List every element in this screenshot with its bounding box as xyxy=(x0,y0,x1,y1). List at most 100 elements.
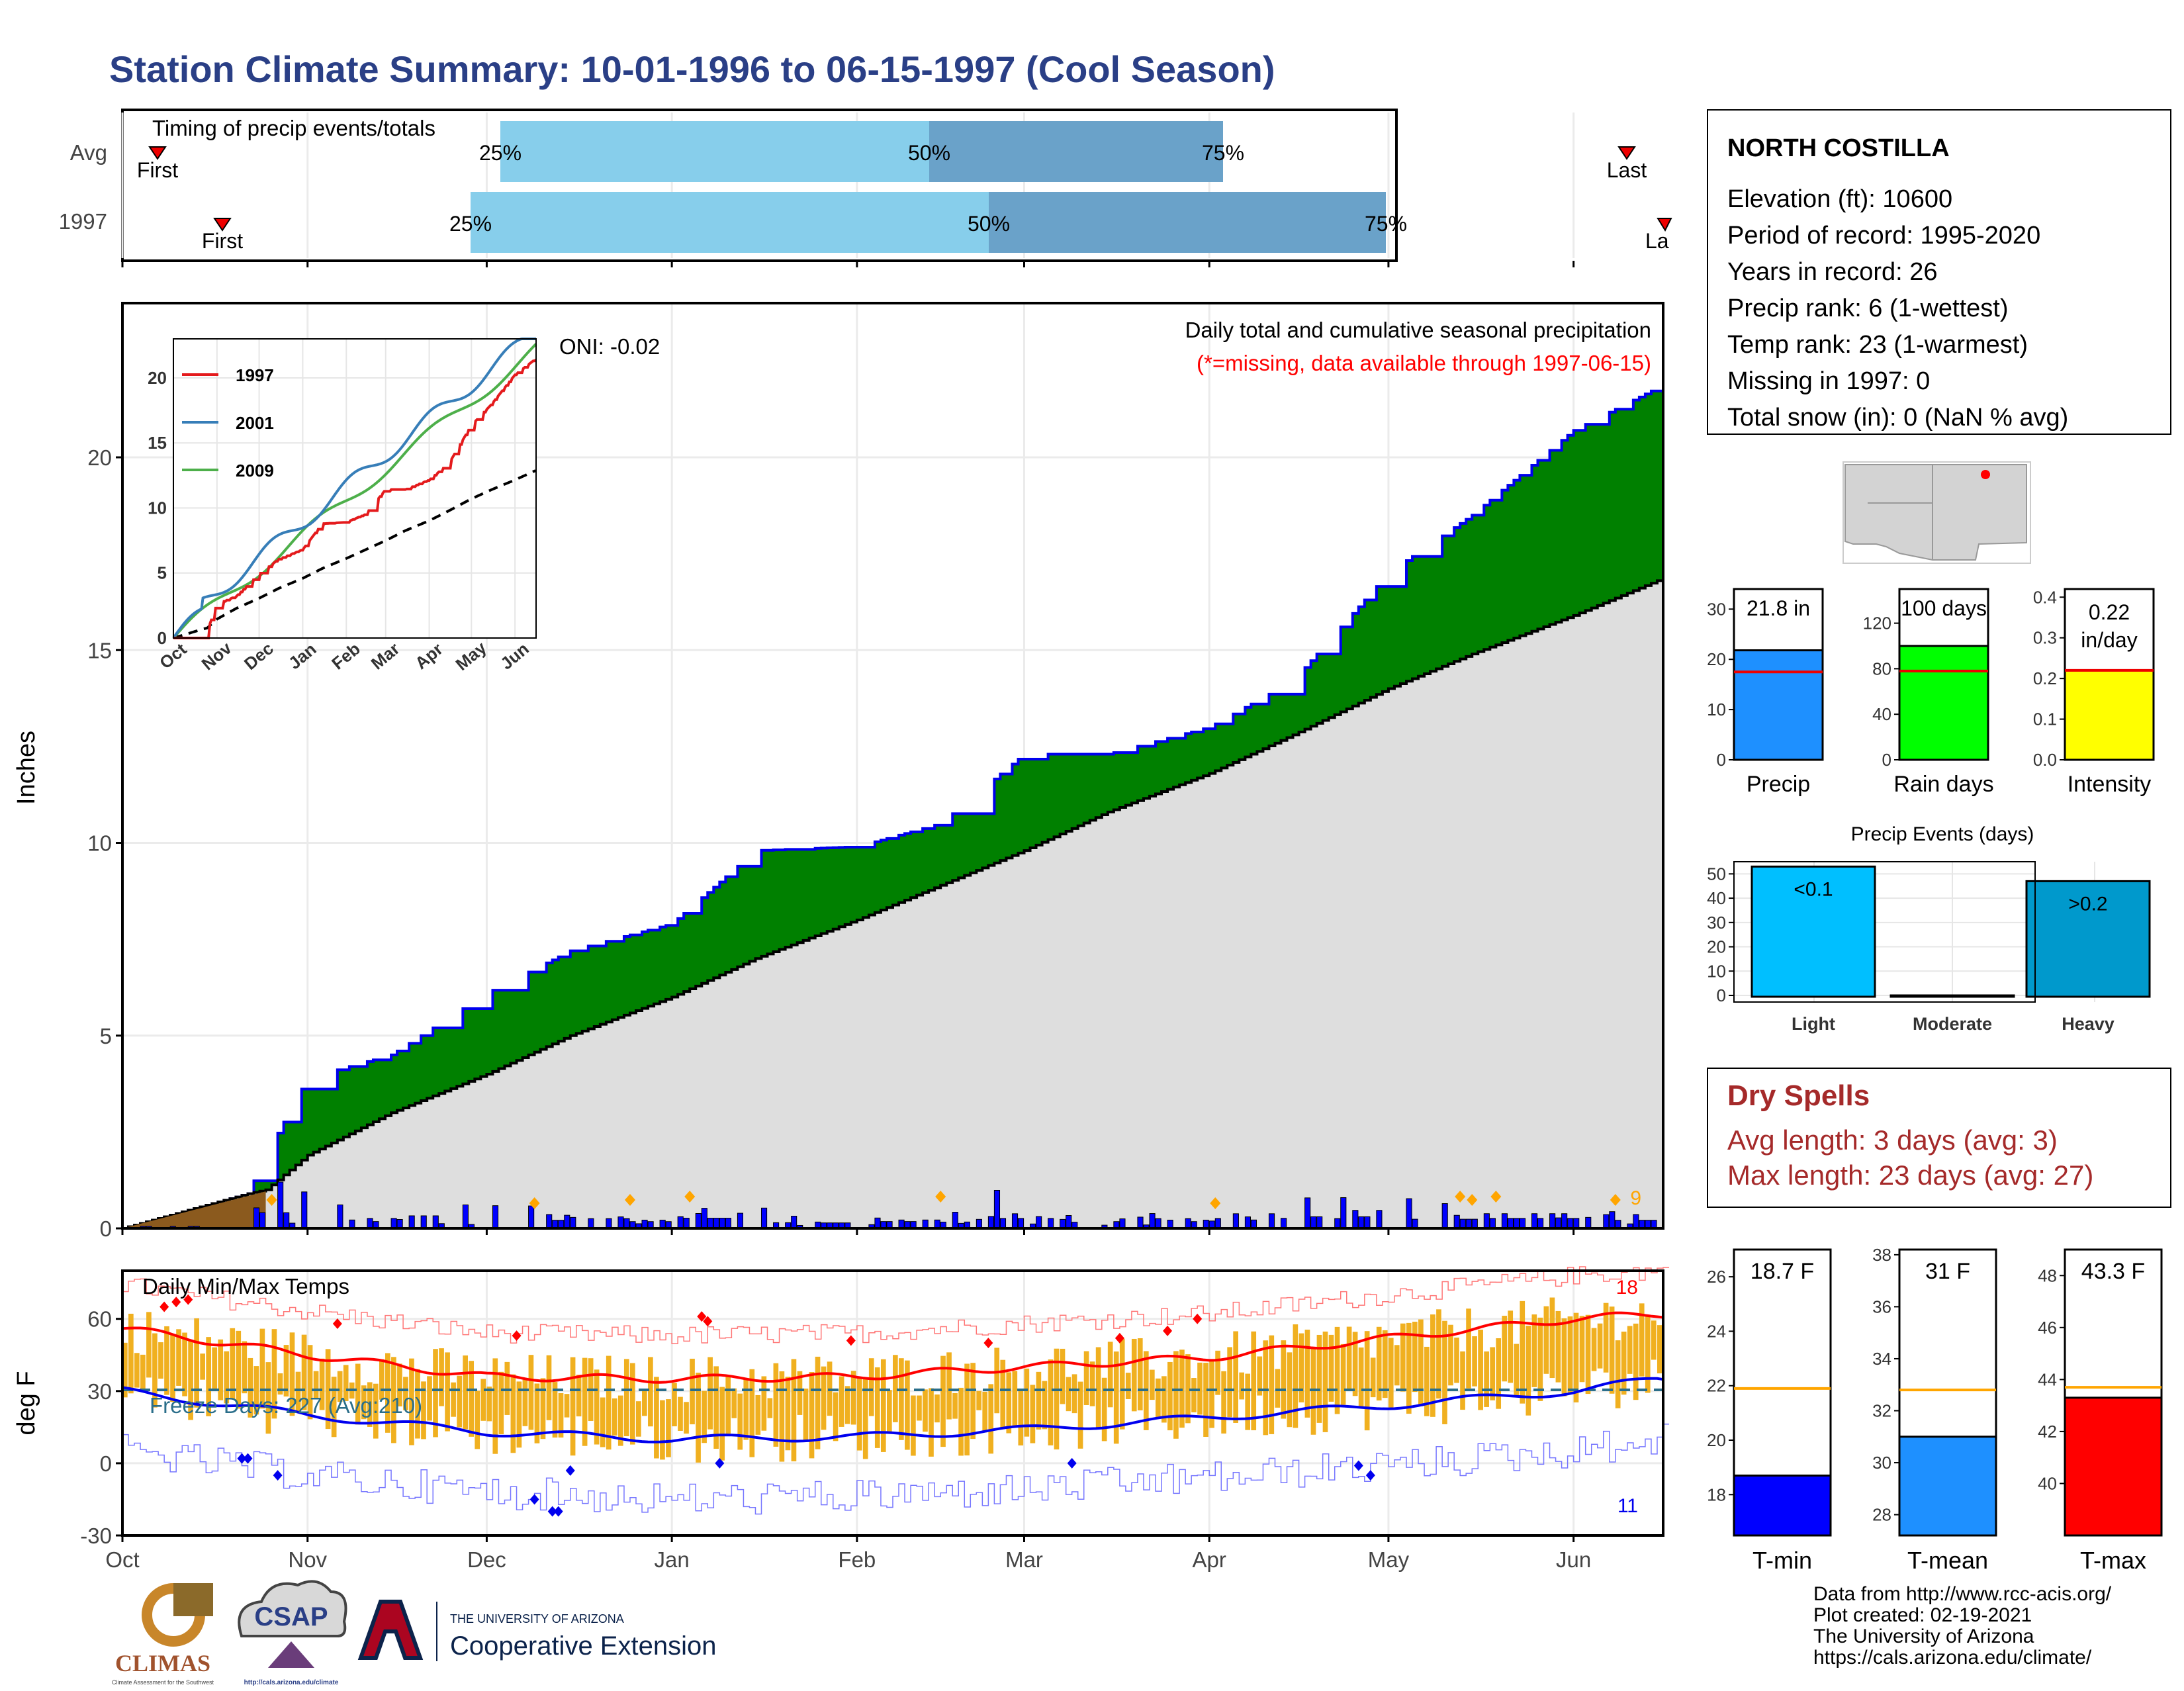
daily-temp-bar xyxy=(1364,1331,1370,1431)
missing-note: (*=missing, data available through 1997-… xyxy=(1197,351,1651,375)
daily-temp-bar xyxy=(940,1355,946,1447)
station-missing: Missing in 1997: 0 xyxy=(1727,367,1930,395)
daily-temp-bar xyxy=(1394,1345,1400,1386)
daily-temp-bar xyxy=(582,1357,588,1446)
avg-50-75-bar xyxy=(929,121,1223,182)
timing-panel: Timing of precip events/totals Avg 1997 … xyxy=(59,109,1672,267)
daily-temp-bar xyxy=(1239,1372,1245,1400)
dry-spells-box: Dry Spells Avg length: 3 days (avg: 3) M… xyxy=(1707,1068,2171,1208)
temp-summary-bar xyxy=(1898,1436,1997,1537)
daily-temp-bar xyxy=(295,1371,301,1412)
month-label-feb: Feb xyxy=(838,1547,876,1572)
daily-temp-bar xyxy=(862,1378,868,1459)
inset-avg-line xyxy=(173,469,536,639)
daily-temp-bar xyxy=(1245,1373,1251,1430)
y1997-last-marker-icon xyxy=(1657,218,1672,232)
daily-temp-bar xyxy=(623,1359,629,1437)
daily-precip-bar xyxy=(760,1207,768,1229)
daily-precip-bar xyxy=(1555,1217,1562,1229)
daily-temp-bar xyxy=(617,1395,623,1446)
daily-temp-bar xyxy=(1484,1351,1489,1407)
avg-25-50-bar xyxy=(500,121,929,182)
daily-temp-bar xyxy=(534,1383,540,1443)
timing-title: Timing of precip events/totals xyxy=(152,116,435,140)
station-temp-rank: Temp rank: 23 (1-warmest) xyxy=(1727,331,2028,359)
daily-temp-bar xyxy=(844,1386,850,1424)
daily-precip-bar xyxy=(1489,1218,1496,1229)
events-ticks: 0 10 20 30 40 50 Light Moderate Heavy xyxy=(1707,864,2115,1034)
daily-precip-bar xyxy=(1214,1218,1221,1229)
record-high-count: 18 xyxy=(1616,1277,1638,1299)
record-low-diamond-icon xyxy=(243,1453,253,1464)
daily-temp-bar xyxy=(690,1358,695,1425)
summary-tick-label: 30 xyxy=(1707,599,1726,619)
daily-precip-bar xyxy=(999,1218,1007,1229)
avg-q75-label: 75% xyxy=(1202,141,1244,165)
daily-temp-bar xyxy=(1042,1381,1048,1430)
daily-temp-bar xyxy=(1442,1320,1447,1424)
daily-temp-bar xyxy=(731,1388,737,1418)
daily-precip-bar xyxy=(1119,1218,1126,1229)
summary-tick-label: 10 xyxy=(1707,700,1726,719)
summary-value-line2: in/day xyxy=(2081,628,2137,652)
daily-precip-bar xyxy=(1519,1218,1526,1229)
precip-y-axis-label: Inches xyxy=(13,731,40,805)
inset-ytick-label-10: 10 xyxy=(148,498,167,518)
daily-temp-bar xyxy=(1585,1314,1591,1394)
daily-temp-bar xyxy=(343,1365,349,1401)
daily-temp-bar xyxy=(277,1373,283,1395)
summary-label: Intensity xyxy=(2068,772,2152,797)
summary-value-line1: 0.22 xyxy=(2089,600,2130,624)
daily-precip-bar xyxy=(1507,1218,1514,1229)
daily-temp-bar xyxy=(1472,1336,1477,1387)
inset-line-2001 xyxy=(172,338,536,639)
snow-count-label: 9 xyxy=(1630,1187,1641,1209)
daily-temp-bar xyxy=(1107,1342,1113,1408)
record-low-diamond-icon xyxy=(1365,1470,1375,1481)
daily-temp-bar xyxy=(899,1358,904,1440)
y1997-first-label: First xyxy=(202,229,243,253)
temp-ytick-label-60: 60 xyxy=(87,1307,112,1332)
daily-temp-bar xyxy=(1269,1335,1275,1434)
daily-temp-bar xyxy=(206,1337,211,1416)
daily-temp-bar xyxy=(1281,1340,1287,1419)
temp-summary-tick-label: 20 xyxy=(1707,1430,1726,1450)
climas-subtitle: Climate Assessment for the Southwest xyxy=(112,1679,214,1686)
daily-temp-bar xyxy=(1287,1352,1293,1428)
daily-precip-bar xyxy=(528,1205,535,1229)
daily-temp-bar xyxy=(570,1357,576,1456)
daily-temp-bar xyxy=(1209,1361,1214,1428)
record-high-diamond-icon xyxy=(171,1297,181,1308)
daily-temp-bar xyxy=(1095,1347,1101,1428)
daily-temp-bar xyxy=(773,1363,779,1447)
daily-temp-bar xyxy=(702,1391,707,1443)
events-ytick-label: 50 xyxy=(1707,864,1726,884)
dry-spells-frame xyxy=(1707,1068,2171,1208)
daily-temp-bar xyxy=(433,1349,438,1438)
daily-temp-bar xyxy=(1101,1377,1107,1441)
daily-precip-bar xyxy=(952,1212,958,1229)
daily-precip-bar xyxy=(301,1191,308,1229)
daily-precip-bar xyxy=(1340,1197,1347,1229)
daily-precip-bar xyxy=(396,1219,403,1229)
daily-temp-bar xyxy=(146,1312,152,1378)
summary-bar xyxy=(2064,669,2155,761)
precip-ytick-label-20: 20 xyxy=(87,445,112,470)
climas-logo: CLIMAS Climate Assessment for the Southw… xyxy=(112,1583,214,1686)
daily-temp-bar xyxy=(1460,1351,1465,1410)
events-bar-label: >0.2 xyxy=(2068,893,2107,915)
record-high-diamond-icon xyxy=(1193,1313,1203,1324)
daily-precip-bar xyxy=(1316,1216,1323,1229)
daily-precip-bar xyxy=(683,1218,690,1229)
csap-cloud-icon xyxy=(238,1580,347,1637)
y1997-50-75-bar xyxy=(989,192,1386,253)
daily-temp-bar xyxy=(510,1374,516,1453)
daily-temp-bar xyxy=(761,1376,767,1431)
daily-precip-bar xyxy=(570,1216,576,1229)
daily-temp-bar xyxy=(1048,1359,1054,1445)
record-high-diamond-icon xyxy=(697,1311,707,1322)
daily-precip-bar xyxy=(1441,1203,1448,1229)
daily-precip-bar xyxy=(1017,1218,1024,1229)
daily-temp-bar xyxy=(158,1342,163,1379)
y1997-q75-label: 75% xyxy=(1365,212,1407,236)
